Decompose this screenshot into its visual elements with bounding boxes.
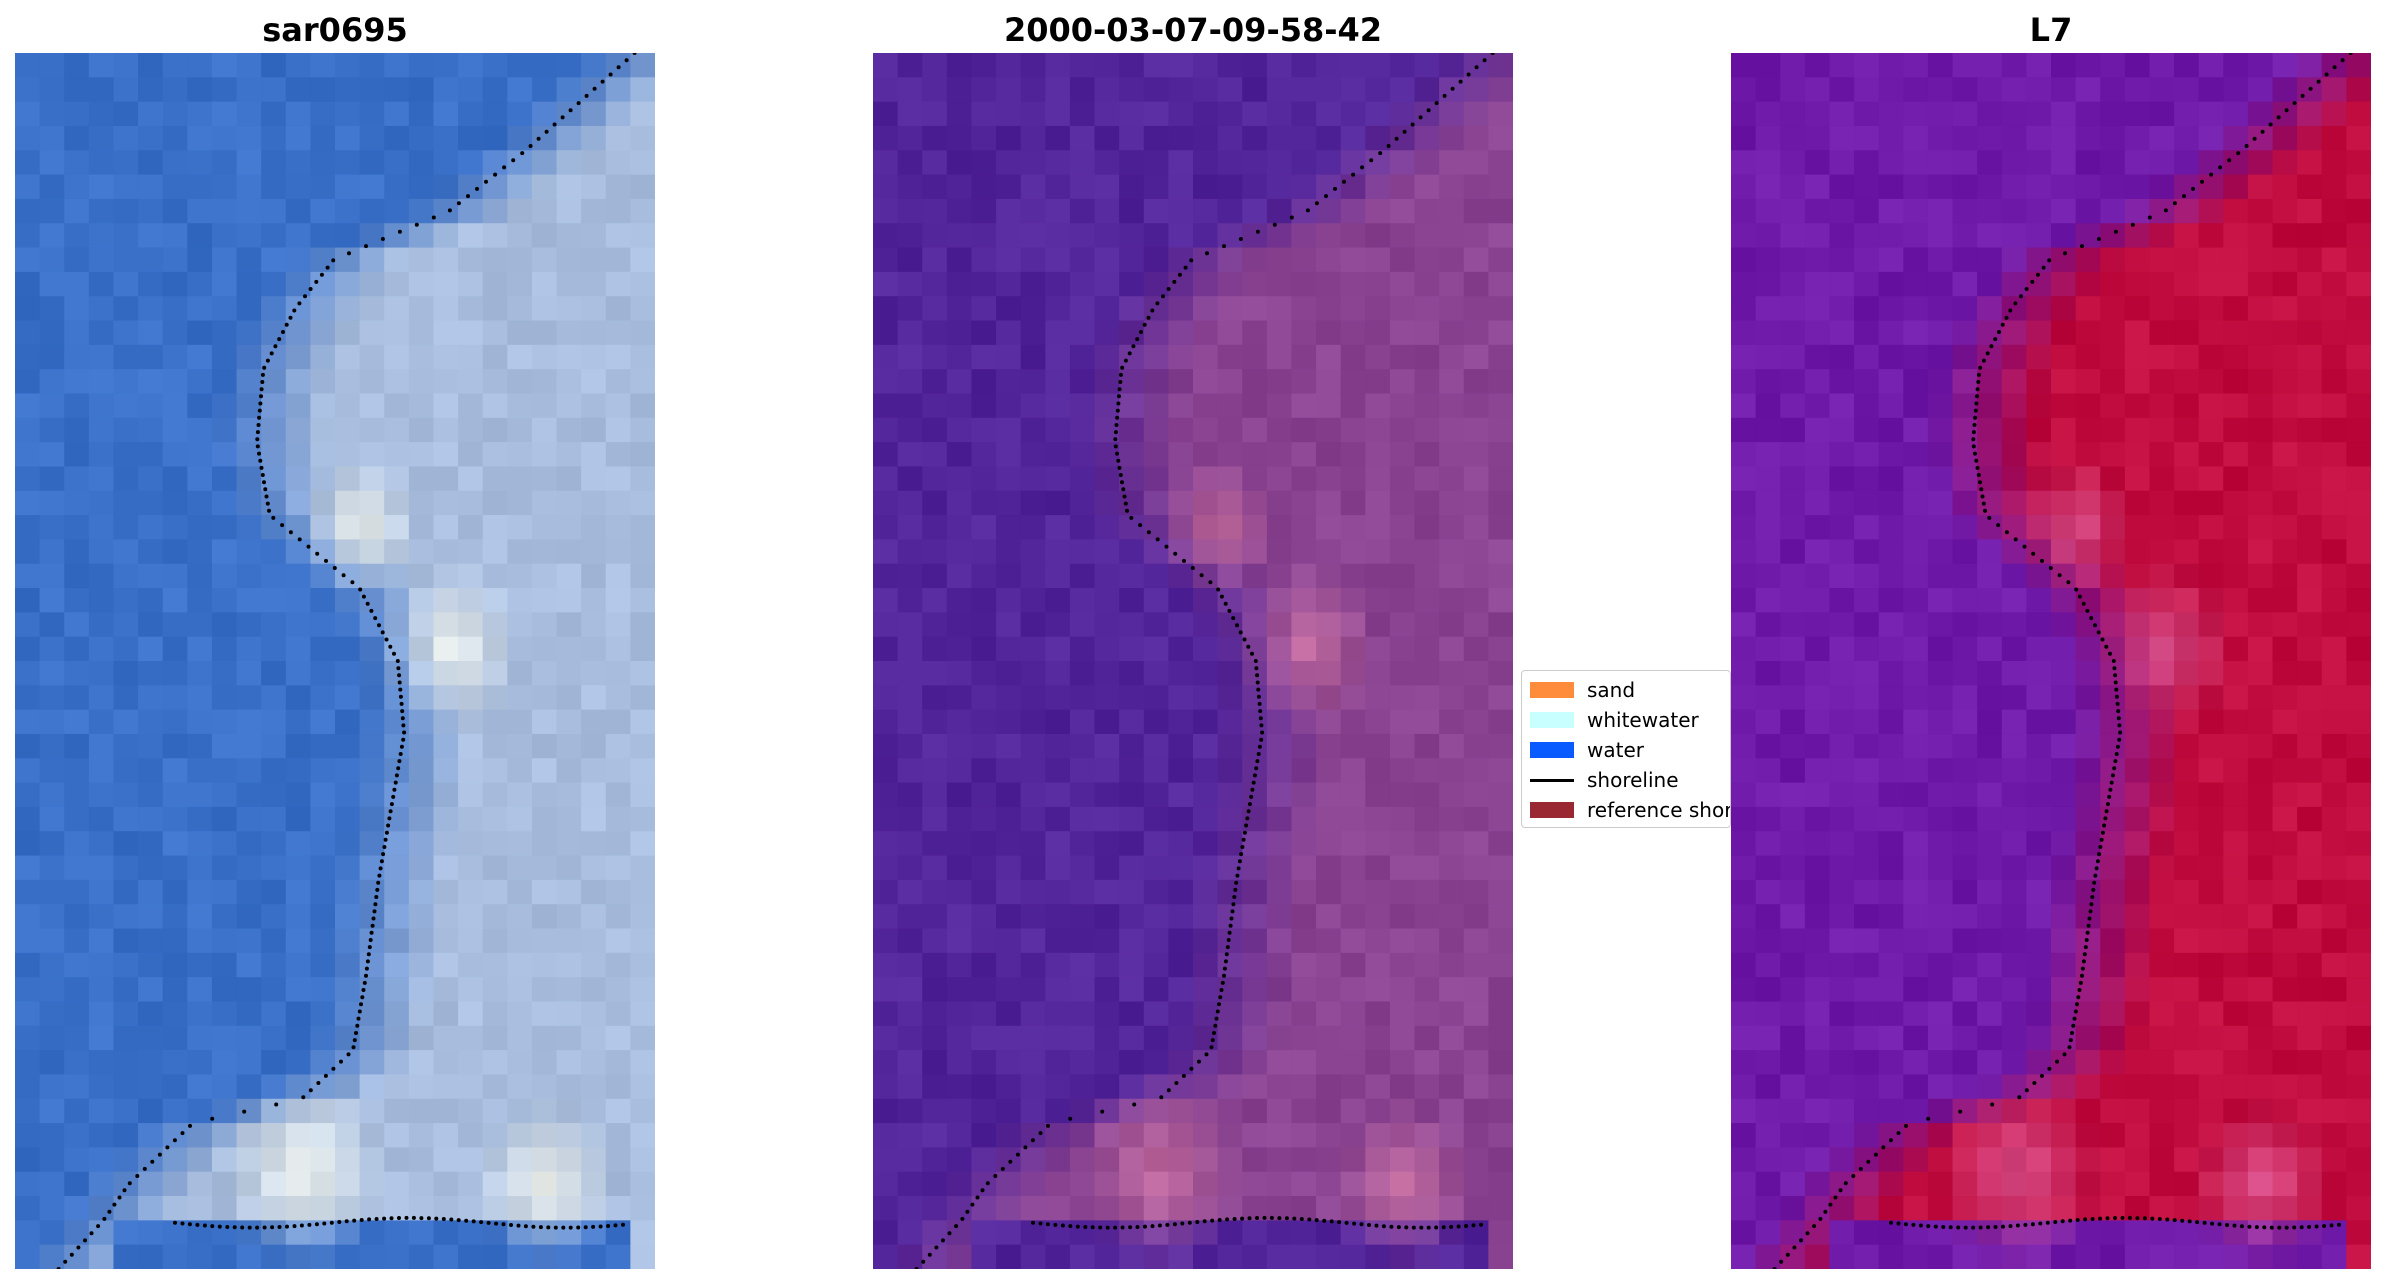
shoreline-dots bbox=[56, 53, 637, 1269]
panel-title-1: sar0695 bbox=[262, 11, 408, 49]
shoreline-line-sample bbox=[1530, 779, 1574, 782]
legend-label-water: water bbox=[1587, 738, 1644, 762]
classified-image bbox=[873, 53, 1513, 1269]
water-swatch bbox=[1530, 742, 1574, 758]
index-image bbox=[1731, 53, 2371, 1269]
panel-title-3: L7 bbox=[2029, 11, 2073, 49]
legend-label-whitewater: whitewater bbox=[1587, 708, 1699, 732]
classified-image-panel bbox=[873, 53, 1513, 1269]
legend: sand whitewater water shoreline referenc… bbox=[1521, 670, 1731, 828]
rgb-image bbox=[15, 53, 655, 1269]
shoreline-dots bbox=[914, 53, 1495, 1269]
sand-swatch bbox=[1530, 682, 1574, 698]
panel-title-2: 2000-03-07-09-58-42 bbox=[1003, 11, 1383, 49]
index-image-panel bbox=[1731, 53, 2371, 1269]
reference-shoreline-swatch bbox=[1530, 802, 1574, 818]
legend-label-shoreline: shoreline bbox=[1587, 768, 1679, 792]
whitewater-swatch bbox=[1530, 712, 1574, 728]
legend-label-sand: sand bbox=[1587, 678, 1636, 702]
rgb-image-panel bbox=[15, 53, 655, 1269]
legend-label-reference-shoreline: reference shoreline bbox=[1587, 798, 1731, 822]
shoreline-dots bbox=[1772, 53, 2353, 1269]
